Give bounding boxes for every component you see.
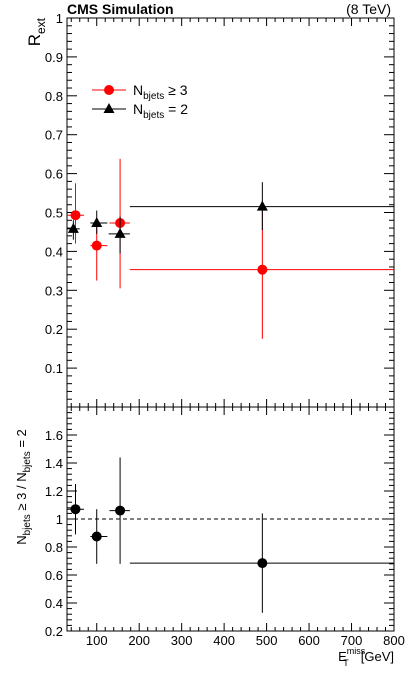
energy-label: (8 TeV) xyxy=(346,1,391,17)
cms-simulation-label: CMS Simulation xyxy=(67,1,174,17)
ratio-y-tick-label: 0.4 xyxy=(45,596,63,611)
ratio-panel: 100 200 300 400 500 600 700 800 0.2 0.4 0.6 0.8 1 1.2… xyxy=(14,406,405,668)
x-label-main: E xyxy=(338,649,347,664)
x-tick-label: 400 xyxy=(213,633,235,648)
upper-y-tick-label: 0.8 xyxy=(45,89,63,104)
legend-n: N xyxy=(133,82,143,98)
ratio-series0-marker-3 xyxy=(257,558,268,569)
x-label-sup: miss xyxy=(347,646,366,656)
upper-series1-marker-0 xyxy=(67,222,79,233)
upper-series0-marker-1 xyxy=(91,240,102,251)
ratio-y-tick-label: 1.4 xyxy=(45,456,63,471)
y-label-sub: ext xyxy=(34,17,48,34)
x-tick-label: 200 xyxy=(128,633,150,648)
upper-y-tick-label: 0.5 xyxy=(45,206,63,221)
x-tick-label: 300 xyxy=(171,633,193,648)
upper-series1-marker-3 xyxy=(256,200,268,211)
upper-y-tick-label: 0.2 xyxy=(45,322,63,337)
upper-series0-marker-3 xyxy=(257,264,268,275)
legend-sub: bjets xyxy=(143,91,164,102)
upper-y-tick-label: 0.3 xyxy=(45,283,63,298)
upper-y-tick-label: 0.6 xyxy=(45,167,63,182)
x-tick-label: 700 xyxy=(341,633,363,648)
ratio-y-tick-label: 1.2 xyxy=(45,484,63,499)
legend-marker-1 xyxy=(103,103,115,113)
upper-y-tick-label: 0.7 xyxy=(45,128,63,143)
ratio-series0-marker-0 xyxy=(70,504,81,515)
upper-y-tick-label: 0.1 xyxy=(45,361,63,376)
upper-y-axis-label: Rext xyxy=(25,17,48,46)
x-tick-label: 600 xyxy=(298,633,320,648)
x-label-unit: [GeV] xyxy=(361,649,394,664)
x-tick-label: 800 xyxy=(383,633,405,648)
legend-sub: bjets xyxy=(143,110,164,121)
x-tick-label: 100 xyxy=(86,633,108,648)
ratio-y-tick-label: 0.6 xyxy=(45,568,63,583)
upper-y-tick-label: 0.9 xyxy=(45,50,63,65)
upper-plot-frame xyxy=(66,17,395,408)
ratio-label-sub1: bjets xyxy=(22,514,33,535)
upper-series1-marker-1 xyxy=(91,217,103,228)
ratio-series0-marker-1 xyxy=(91,531,102,542)
ratio-y-tick-label: 1 xyxy=(56,512,63,527)
upper-y-tick-label: 0.4 xyxy=(45,244,63,259)
ratio-label-n1: N xyxy=(14,535,29,544)
ratio-series0-marker-2 xyxy=(115,505,126,516)
upper-series1-marker-2 xyxy=(114,227,126,238)
upper-y-tick-label: 1 xyxy=(56,11,63,26)
legend-label-0: Nbjets ≥ 3 xyxy=(133,82,188,102)
ratio-y-tick-label: 0.8 xyxy=(45,540,63,555)
legend-rel: ≥ 3 xyxy=(164,82,187,98)
y-label-main: R xyxy=(25,34,44,46)
upper-series0-marker-0 xyxy=(70,210,81,221)
ratio-label-sub2: bjets xyxy=(22,451,33,472)
ratio-y-tick-label: 0.2 xyxy=(45,624,63,639)
x-tick-label: 500 xyxy=(256,633,278,648)
legend-n: N xyxy=(133,101,143,117)
x-label-sub: T xyxy=(343,658,349,668)
legend-marker-0 xyxy=(104,85,114,95)
legend-label-1: Nbjets = 2 xyxy=(133,101,188,121)
ratio-label-mid: ≥ 3 / N xyxy=(14,472,29,514)
ratio-y-tick-label: 1.6 xyxy=(45,428,63,443)
legend-rel: = 2 xyxy=(164,101,188,117)
ratio-y-axis-label: Nbjets ≥ 3 / Nbjets = 2 xyxy=(14,429,33,545)
ratio-label-end: = 2 xyxy=(14,429,29,451)
x-axis-label: Emiss T [GeV] xyxy=(338,646,394,668)
